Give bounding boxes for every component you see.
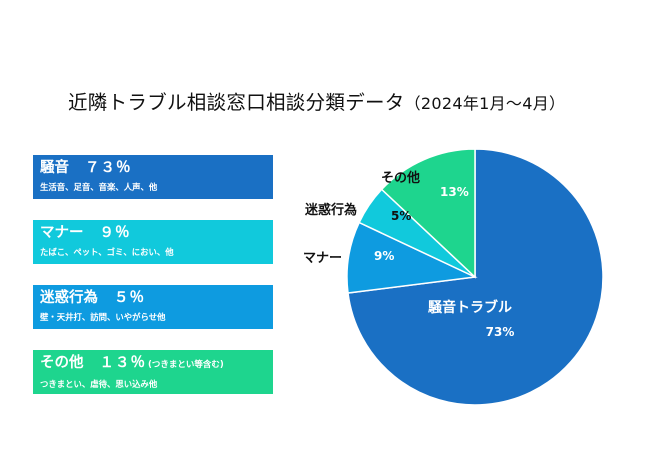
pie-label-nuisance: 迷惑行為 [304, 202, 357, 218]
card-percent: ５％ [114, 290, 145, 306]
pie-value-other: 13% [440, 185, 469, 199]
card-description: 壁・天井打、訪問、いやがらせ他 [40, 312, 166, 322]
category-card-nuisance: 迷惑行為 ５％ 壁・天井打、訪問、いやがらせ他 [33, 285, 273, 329]
title-period: （2024年1月～4月） [404, 94, 566, 113]
pie-value-nuisance: 5% [391, 209, 411, 223]
chart-title: 近隣トラブル相談窓口相談分類データ（2024年1月～4月） [68, 86, 628, 115]
card-heading-row: その他 １３％ (つきまとい等含む) [40, 354, 266, 374]
pie-value-manners: 9% [374, 249, 394, 263]
card-heading: 騒音 [40, 160, 69, 176]
card-heading-row: 騒音 ７３％ [40, 159, 266, 177]
category-card-manners: マナー ９％ たばこ、ペット、ゴミ、におい、他 [33, 220, 273, 264]
pie-slice-other [380, 148, 476, 279]
card-description: つきまとい、虐待、思い込み他 [40, 379, 158, 389]
category-card-other: その他 １３％ (つきまとい等含む) つきまとい、虐待、思い込み他 [33, 350, 273, 394]
pie-label-manners: マナー [303, 251, 342, 266]
card-heading: 迷惑行為 [40, 290, 98, 306]
card-description: 生活音、足音、音楽、人声、他 [40, 182, 158, 192]
pie-label-other: その他 [381, 170, 420, 186]
card-heading: その他 [40, 355, 84, 371]
pie-value-noise: 73% [486, 325, 515, 339]
card-note: (つきまとい等含む) [148, 360, 224, 370]
pie-label-noise: 騒音トラブル [428, 299, 512, 316]
card-heading-row: 迷惑行為 ５％ [40, 289, 266, 307]
card-heading: マナー [40, 225, 84, 241]
card-heading-row: マナー ９％ [40, 224, 266, 242]
card-percent: １３％ [99, 355, 146, 371]
card-percent: ９％ [99, 225, 131, 241]
card-description: たばこ、ペット、ゴミ、におい、他 [40, 247, 174, 257]
card-percent: ７３％ [85, 160, 132, 176]
title-main: 近隣トラブル相談窓口相談分類データ [68, 91, 405, 114]
category-card-noise: 騒音 ７３％ 生活音、足音、音楽、人声、他 [33, 155, 273, 199]
